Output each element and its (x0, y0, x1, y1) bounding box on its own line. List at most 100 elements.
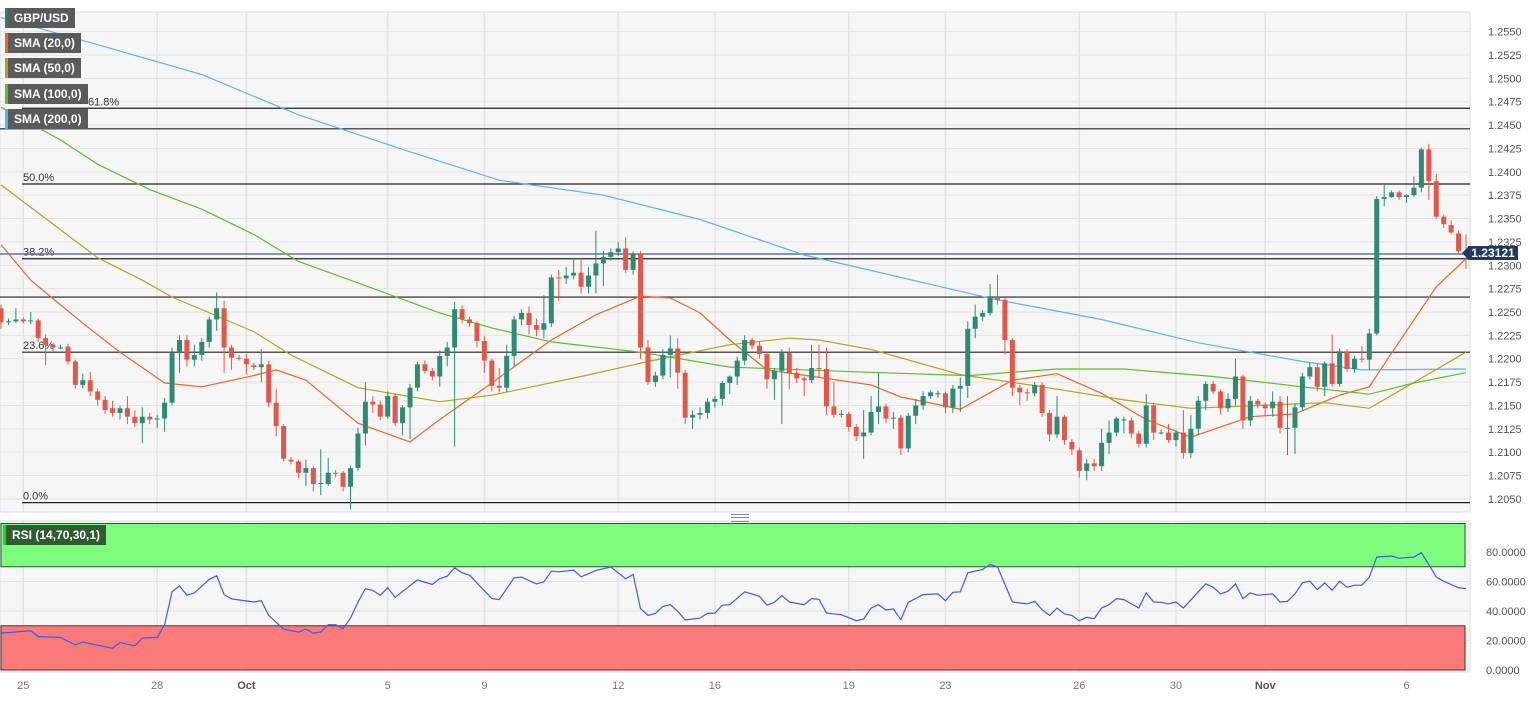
date-tick-label: 28 (151, 680, 163, 692)
candle-body-bullish (139, 416, 145, 424)
candle-body-bearish (1151, 405, 1157, 433)
candle-body-bearish (883, 406, 889, 419)
price-tick-label: 1.2525 (1488, 50, 1522, 62)
candle-body-bullish (876, 406, 882, 412)
candle-body-bullish (1232, 376, 1238, 399)
legend-label: RSI (14,70,30,1) (12, 528, 101, 542)
candle-body-bearish (1069, 441, 1075, 450)
candle-body-bullish (712, 398, 718, 402)
candle-body-bearish (1039, 384, 1045, 413)
candle-body-bullish (890, 417, 896, 419)
price-tick-label: 1.2350 (1488, 214, 1522, 226)
candle-body-bullish (1307, 367, 1313, 377)
date-tick-label: 30 (1170, 680, 1182, 692)
legend-rsi[interactable]: RSI (14,70,30,1) (3, 525, 107, 545)
candle-body-bearish (310, 468, 316, 484)
rsi-zones (0, 523, 1466, 671)
date-axis: 25 28 Oct 5 9 12 16 19 23 26 30 Nov 6 (17, 680, 1409, 692)
candle-body-bearish (1009, 340, 1015, 388)
rsi-indicator (0, 551, 1467, 649)
candle-body-bullish (660, 354, 666, 376)
candle-body-bullish (809, 368, 815, 381)
candle-body-bearish (1210, 383, 1216, 392)
candle-body-bullish (1247, 400, 1253, 421)
candle-body-bullish (1106, 432, 1112, 443)
candle-body-bullish (608, 252, 614, 257)
legend-color-marker (5, 8, 8, 28)
oversold-zone (0, 625, 1466, 671)
candle-body-bullish (719, 383, 725, 399)
rsi-line (0, 551, 1467, 649)
price-tick-label: 1.2225 (1488, 330, 1522, 342)
candle-body-bullish (28, 320, 34, 322)
candle-body-bullish (615, 248, 621, 253)
candle-body-bearish (794, 372, 800, 379)
price-tick-label: 1.2450 (1488, 120, 1522, 132)
price-tick-label: 1.2050 (1488, 494, 1522, 506)
candle-body-bullish (1381, 197, 1387, 199)
candle-body-bearish (533, 325, 539, 330)
legend-sma-20[interactable]: SMA (20,0) (5, 33, 81, 53)
legend-sma-200[interactable]: SMA (200,0) (5, 109, 88, 129)
price-plot-background (0, 11, 1471, 513)
pane-resize-handle[interactable] (731, 514, 749, 522)
candle-body-bearish (898, 417, 904, 449)
legend-sma-100[interactable]: SMA (100,0) (5, 84, 88, 104)
horizontal-lines: 61.8% 50.0% 38.2% 23.6% 0.0% (0, 96, 1470, 504)
candle-body-bullish (348, 468, 354, 487)
candle-body-bearish (831, 406, 837, 415)
candle-body-bullish (355, 433, 361, 469)
candle-body-bearish (578, 272, 584, 287)
candle-body-bullish (385, 396, 391, 417)
candle-body-bearish (467, 319, 473, 324)
candle-body-bullish (519, 312, 525, 320)
candle-body-bullish (437, 355, 443, 377)
price-tick-label: 1.2200 (1488, 354, 1522, 366)
candle-body-bearish (288, 459, 294, 462)
candle-body-bullish (771, 370, 777, 380)
candle-body-bearish (1344, 351, 1350, 370)
candle-body-bullish (318, 483, 324, 485)
candle-body-bearish (72, 361, 78, 385)
date-tick-label: 5 (385, 680, 391, 692)
rsi-tick-label: 40.0000 (1486, 606, 1526, 618)
candle-body-bullish (400, 407, 406, 424)
candle-body-bullish (362, 401, 368, 434)
candle-body-bullish (1299, 376, 1305, 408)
candle-body-bullish (325, 472, 331, 484)
legend-label: SMA (100,0) (14, 87, 82, 101)
candle-body-bullish (630, 254, 636, 270)
price-tick-label: 1.2300 (1488, 260, 1522, 272)
candle-body-bullish (154, 418, 160, 420)
candle-body-bearish (281, 426, 287, 459)
candle-body-bullish (1158, 432, 1164, 434)
candle-body-bullish (206, 319, 212, 342)
legend-sma-50[interactable]: SMA (50,0) (5, 58, 81, 78)
candle-body-bullish (1203, 383, 1209, 401)
candle-body-bearish (1456, 233, 1462, 252)
current-price-tag: 1.23121 (1462, 246, 1518, 260)
legend-color-marker (5, 33, 8, 53)
candle-body-bullish (214, 308, 220, 320)
candle-body-bullish (950, 388, 956, 408)
legend-color-marker (3, 525, 6, 545)
candle-body-bullish (541, 323, 547, 330)
candle-body-bullish (697, 412, 703, 415)
candle-body-bullish (727, 376, 733, 384)
candle-body-bearish (1002, 299, 1008, 341)
sma-line-100 (0, 106, 1467, 395)
candle-body-bullish (1099, 442, 1105, 467)
candle-body-bearish (1329, 363, 1335, 384)
price-tick-label: 1.2175 (1488, 377, 1522, 389)
candle-body-bearish (50, 344, 56, 348)
date-tick-label: 6 (1403, 680, 1409, 692)
candle-body-bullish (1322, 363, 1328, 387)
candle-body-bearish (1047, 412, 1053, 435)
candle-body-bullish (957, 385, 963, 389)
price-tick-label: 1.2100 (1488, 447, 1522, 459)
fibonacci-level-label: 38.2% (23, 247, 54, 259)
price-tick-label: 1.2125 (1488, 424, 1522, 436)
candle-body-bearish (1277, 401, 1283, 428)
candle-body-bearish (675, 348, 681, 373)
legend-gbpusd[interactable]: GBP/USD (5, 8, 75, 28)
